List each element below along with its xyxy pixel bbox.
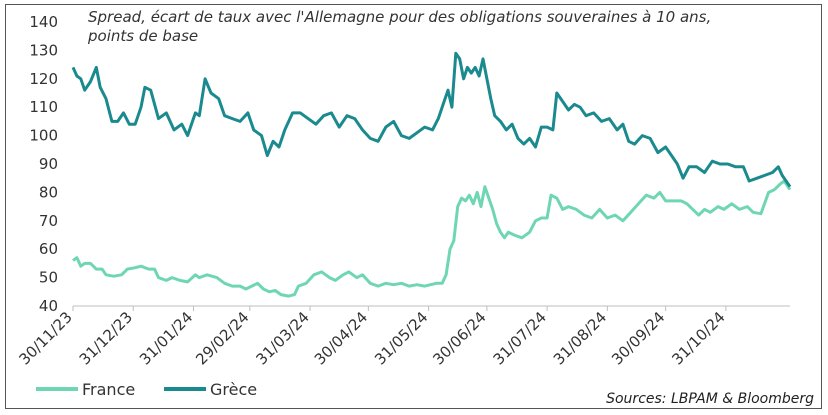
x-tick-label: 31/08/24	[550, 308, 610, 368]
y-tick-label: 140	[29, 13, 58, 31]
legend-label-france: France	[82, 380, 135, 399]
y-tick-label: 80	[39, 183, 58, 201]
x-tick-label: 31/10/24	[668, 308, 728, 368]
y-tick-label: 70	[39, 212, 58, 230]
y-tick-label: 130	[29, 41, 58, 59]
source-note: Sources: LBPAM & Bloomberg	[606, 391, 814, 407]
y-tick-label: 40	[39, 297, 58, 315]
legend-label-grece: Grèce	[210, 380, 257, 399]
y-tick-label: 50	[39, 269, 58, 287]
x-tick-label: 30/09/24	[608, 308, 668, 368]
x-tick-label: 31/01/24	[136, 308, 196, 368]
chart-frame	[5, 4, 822, 409]
y-tick-label: 90	[39, 155, 58, 173]
y-tick-label: 100	[29, 127, 58, 145]
legend: France Grèce	[36, 380, 257, 399]
y-axis-tick-labels: 40 50 60 70 80 90 100 110 120 130 140	[29, 13, 58, 315]
x-tick-label: 30/04/24	[311, 308, 371, 368]
x-tick-label: 31/03/24	[253, 308, 313, 368]
x-tick-label: 30/11/23	[15, 308, 75, 368]
series-lines	[71, 51, 792, 298]
series-line-france	[72, 179, 792, 298]
x-tick-label: 29/02/24	[192, 308, 252, 368]
y-tick-label: 110	[29, 98, 58, 116]
y-tick-label: 120	[29, 70, 58, 88]
y-tick-label: 60	[39, 240, 58, 258]
chart-title: Spread, écart de taux avec l'Allemagne p…	[88, 8, 712, 45]
x-tick-label: 31/12/23	[76, 308, 136, 368]
x-tick-label: 30/06/24	[429, 308, 489, 368]
series-line-grece	[71, 51, 792, 188]
x-tick-label: 31/05/24	[371, 308, 431, 368]
x-tick-label: 31/07/24	[490, 308, 550, 368]
